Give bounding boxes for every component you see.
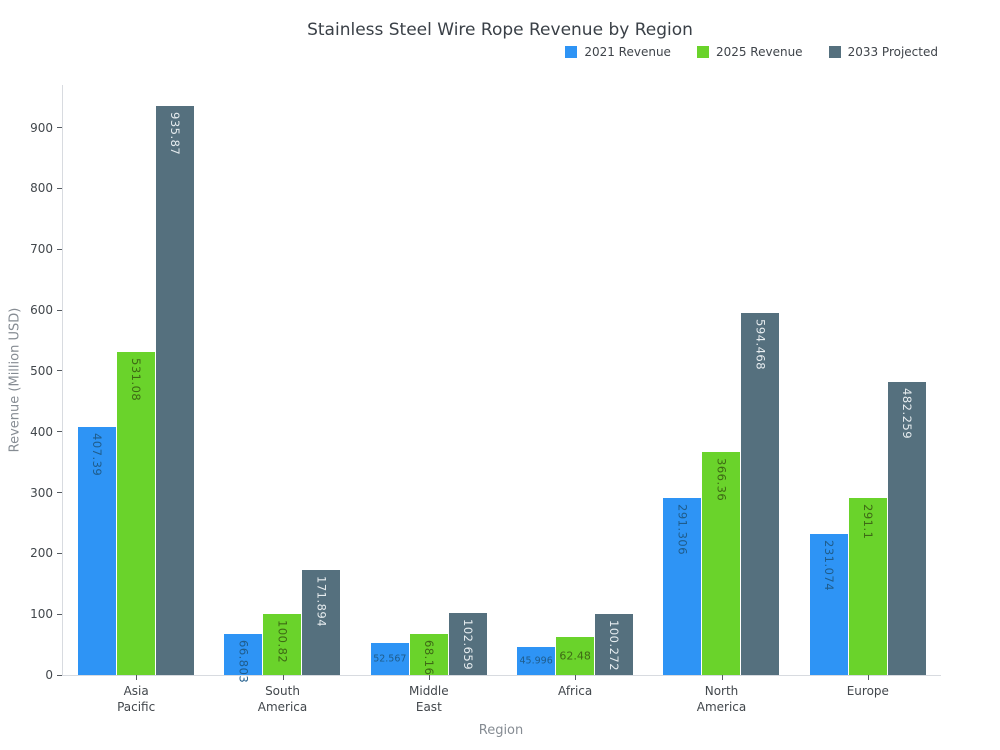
bar[interactable]: 68.16 xyxy=(409,633,448,675)
bar-group: 52.567 68.16 102.659 xyxy=(356,85,502,675)
y-tick-mark xyxy=(57,187,62,189)
bar-value-label: 291.1 xyxy=(860,503,875,540)
bar-value-label: 366.36 xyxy=(714,458,729,502)
bar-groups: 407.39 531.08 935.87 66.803 100.82 171.894 52.… xyxy=(63,85,941,684)
bar-value-label: 291.306 xyxy=(675,503,690,555)
y-tick-label: 100 xyxy=(30,607,53,622)
bar-value-label: 171.894 xyxy=(314,576,329,628)
bar-value-label: 407.39 xyxy=(90,433,105,477)
bar[interactable]: 291.1 xyxy=(848,497,887,675)
legend-swatch-icon xyxy=(565,46,578,58)
x-tick-mark xyxy=(575,675,577,680)
bar[interactable]: 62.48 xyxy=(556,637,595,675)
bar[interactable]: 66.803 xyxy=(224,634,263,684)
bar[interactable]: 100.82 xyxy=(263,613,302,675)
y-tick-label: 700 xyxy=(30,242,53,257)
bar[interactable]: 531.08 xyxy=(117,352,156,675)
y-tick-mark xyxy=(57,431,62,433)
bar[interactable]: 291.306 xyxy=(663,497,702,675)
bar[interactable]: 366.36 xyxy=(702,452,741,675)
bar[interactable]: 482.259 xyxy=(887,381,926,675)
bar-value-label: 100.272 xyxy=(607,620,622,672)
bar-value-label: 531.08 xyxy=(129,358,144,402)
bar-value-label: 935.87 xyxy=(168,111,183,156)
x-tick-mark xyxy=(282,675,284,680)
bar[interactable]: 100.272 xyxy=(595,614,634,675)
y-tick-mark xyxy=(57,674,62,676)
y-tick-label: 400 xyxy=(30,424,53,439)
x-tick-label: Asia Pacific xyxy=(117,684,156,714)
x-tick-mark xyxy=(721,675,723,680)
plot-area: 407.39 531.08 935.87 66.803 100.82 171.894 52.… xyxy=(30,85,941,714)
bar-value-label: 52.567 xyxy=(373,653,407,665)
x-tick-mark xyxy=(428,675,430,680)
bar[interactable]: 935.87 xyxy=(156,105,195,675)
legend-label: 2025 Revenue xyxy=(715,45,803,59)
bar[interactable]: 102.659 xyxy=(448,612,487,675)
y-tick-label: 800 xyxy=(30,181,53,196)
y-tick-mark xyxy=(57,370,62,372)
bar-group: 231.074 291.1 482.259 xyxy=(795,85,941,675)
bar[interactable]: 231.074 xyxy=(809,534,848,675)
bar[interactable]: 52.567 xyxy=(370,643,409,675)
bar-group: 407.39 531.08 935.87 xyxy=(63,85,209,675)
bar-value-label: 482.259 xyxy=(899,387,914,439)
bar-value-label: 62.48 xyxy=(559,649,591,663)
y-tick-label: 900 xyxy=(30,120,53,135)
y-tick-label: 500 xyxy=(30,363,53,378)
legend-swatch-icon xyxy=(828,46,841,58)
y-tick-mark xyxy=(57,127,62,129)
y-tick-mark xyxy=(57,248,62,250)
y-tick-mark xyxy=(57,552,62,554)
legend-item[interactable]: 2021 Revenue xyxy=(565,45,671,59)
y-tick-label: 600 xyxy=(30,303,53,318)
bar[interactable]: 594.468 xyxy=(741,313,780,675)
legend-item[interactable]: 2025 Revenue xyxy=(696,45,803,59)
bar-group: 66.803 100.82 171.894 xyxy=(209,85,355,684)
legend-label: 2033 Projected xyxy=(847,45,938,59)
bar[interactable]: 407.39 xyxy=(78,427,117,675)
y-tick-label: 0 xyxy=(45,668,53,682)
x-tick-label: Middle East xyxy=(409,684,449,714)
y-axis-title: Revenue (Million USD) xyxy=(7,307,23,453)
y-tick-mark xyxy=(57,309,62,311)
x-tick-label: South America xyxy=(257,684,308,714)
chart-title: Stainless Steel Wire Rope Revenue by Reg… xyxy=(307,20,693,40)
y-tick-mark xyxy=(57,492,62,494)
y-tick-mark xyxy=(57,613,62,615)
x-tick-mark xyxy=(867,675,869,680)
bar-value-label: 231.074 xyxy=(821,540,836,592)
legend-item[interactable]: 2033 Projected xyxy=(828,45,938,59)
bar-group: 45.996 62.48 100.272 xyxy=(502,85,648,675)
bar-value-label: 68.16 xyxy=(421,639,436,675)
legend-label: 2021 Revenue xyxy=(584,45,671,59)
x-tick-label: North America xyxy=(696,684,747,714)
bar-value-label: 594.468 xyxy=(753,319,768,371)
legend-swatch-icon xyxy=(696,46,709,58)
bar-value-label: 45.996 xyxy=(519,655,553,667)
x-axis-title: Region xyxy=(478,723,524,738)
bar-value-label: 66.803 xyxy=(236,640,251,684)
bar-group: 291.306 366.36 594.468 xyxy=(648,85,794,675)
x-tick-label: Africa xyxy=(558,684,593,698)
bar[interactable]: 171.894 xyxy=(302,570,341,675)
y-tick-label: 200 xyxy=(30,546,53,561)
x-tick-mark xyxy=(136,675,138,680)
legend: 2021 Revenue 2025 Revenue 2033 Projected xyxy=(565,45,938,59)
bar-value-label: 102.659 xyxy=(460,618,475,670)
bar[interactable]: 45.996 xyxy=(517,647,556,675)
x-tick-label: Europe xyxy=(846,684,889,698)
bar-value-label: 100.82 xyxy=(275,619,290,663)
y-tick-label: 300 xyxy=(30,485,53,500)
